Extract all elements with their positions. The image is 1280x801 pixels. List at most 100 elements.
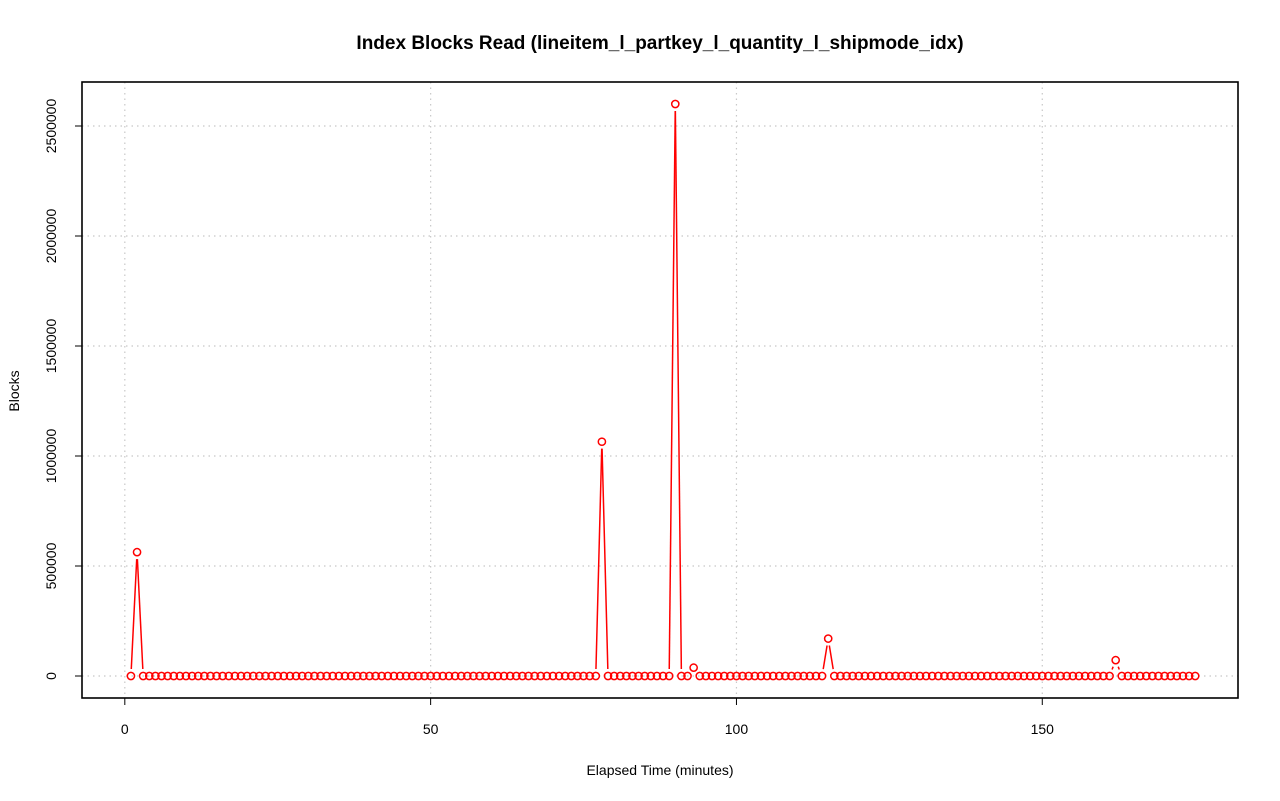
data-point	[157, 671, 166, 681]
data-point	[291, 671, 301, 681]
data-point	[805, 671, 815, 681]
data-point	[359, 671, 368, 681]
data-point	[640, 671, 650, 681]
data-point	[444, 671, 454, 681]
data-point	[261, 671, 270, 681]
data-point	[169, 671, 179, 681]
data-point	[970, 671, 980, 681]
data-point	[829, 671, 839, 681]
data-point	[768, 671, 778, 681]
data-point	[609, 671, 619, 681]
data-point	[242, 671, 252, 681]
data-point	[774, 671, 784, 681]
data-point	[982, 671, 992, 681]
data-point	[505, 671, 515, 681]
data-point	[285, 671, 295, 681]
series-segment	[668, 110, 676, 670]
x-axis: 0 50 100 150	[121, 697, 1055, 737]
data-point	[811, 671, 821, 681]
data-point	[151, 671, 160, 681]
data-point	[725, 671, 735, 681]
data-point	[854, 671, 864, 681]
data-point	[823, 634, 833, 643]
data-point	[860, 671, 870, 681]
series-segment	[1117, 666, 1120, 670]
data-point	[1099, 671, 1108, 681]
data-point	[414, 671, 423, 681]
data-point	[842, 671, 851, 681]
data-point	[1056, 671, 1065, 681]
x-tick-label: 100	[725, 721, 749, 737]
data-point	[683, 671, 692, 681]
data-point	[181, 671, 191, 681]
data-point	[958, 671, 968, 681]
data-point	[566, 671, 576, 681]
data-point	[927, 671, 937, 681]
data-point	[206, 671, 215, 681]
data-point	[866, 671, 876, 681]
data-point	[1105, 671, 1114, 681]
data-point	[1184, 671, 1194, 681]
data-point	[1178, 671, 1188, 681]
data-point	[187, 671, 197, 681]
series-segment	[130, 559, 138, 670]
data-point	[744, 671, 754, 681]
data-point	[946, 671, 955, 681]
data-point	[872, 671, 882, 681]
data-point	[548, 671, 558, 681]
data-point	[297, 671, 307, 681]
data-point	[615, 671, 625, 681]
data-point	[255, 671, 264, 681]
data-point	[395, 671, 405, 681]
data-point	[1190, 671, 1200, 681]
y-tick-label: 1000000	[43, 429, 59, 484]
data-point	[407, 671, 417, 681]
data-point	[365, 671, 374, 681]
data-point	[248, 671, 258, 681]
data-point	[1050, 671, 1059, 681]
data-point	[1062, 671, 1072, 681]
data-point	[1068, 671, 1078, 681]
series-segment	[601, 448, 609, 670]
series-segment	[674, 110, 683, 670]
data-point	[1074, 671, 1084, 681]
data-point	[658, 671, 668, 681]
data-point	[377, 671, 387, 681]
data-point	[921, 671, 931, 681]
data-point	[1141, 671, 1151, 681]
x-tick-label: 150	[1031, 721, 1055, 737]
data-point	[799, 671, 809, 681]
y-tick-label: 2500000	[43, 99, 59, 154]
data-point	[597, 437, 607, 447]
data-point	[481, 671, 491, 681]
y-tick-label: 500000	[43, 542, 59, 589]
data-point	[1166, 671, 1176, 681]
y-tick-label: 1500000	[43, 319, 59, 374]
data-point	[787, 671, 796, 681]
data-point	[897, 671, 906, 681]
data-point	[138, 671, 148, 681]
data-point	[750, 671, 760, 681]
data-point	[738, 671, 747, 681]
data-point	[1086, 671, 1096, 681]
data-point	[677, 671, 686, 681]
data-point	[634, 671, 643, 681]
data-point	[995, 671, 1004, 681]
data-point	[371, 671, 380, 681]
data-point	[1092, 671, 1102, 681]
y-tick-label: 2000000	[43, 209, 59, 264]
data-point	[218, 671, 228, 681]
x-tick-label: 50	[423, 721, 439, 737]
data-point	[340, 671, 350, 681]
plot-frame	[81, 81, 1239, 699]
data-point	[420, 671, 429, 681]
data-point	[836, 671, 845, 681]
y-axis: 0 500000 1000000 1500000 2000000 2500000	[43, 99, 82, 680]
data-point	[316, 671, 325, 681]
data-point	[701, 671, 711, 681]
data-point	[1154, 671, 1163, 681]
data-point	[438, 671, 448, 681]
data-point	[732, 671, 741, 681]
data-point	[432, 671, 442, 681]
